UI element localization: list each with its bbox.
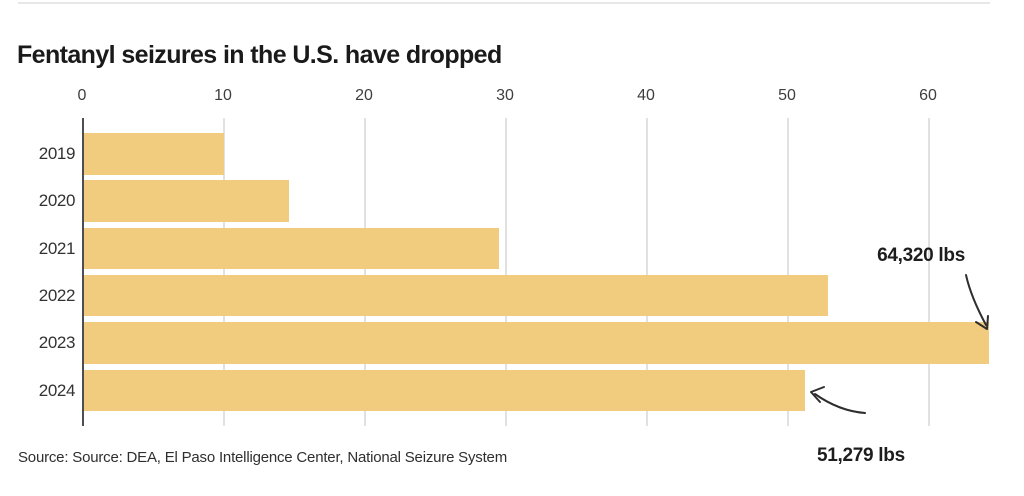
chart-title: Fentanyl seizures in the U.S. have dropp… <box>17 41 502 69</box>
y-label-2023: 2023 <box>38 333 76 353</box>
x-tick-label-50: 50 <box>778 87 796 104</box>
x-tick-label-30: 30 <box>496 87 514 104</box>
gridline-20 <box>364 118 366 426</box>
bar-2019 <box>84 133 225 175</box>
y-label-2024: 2024 <box>38 380 76 400</box>
gridline-60 <box>928 118 930 426</box>
y-label-2019: 2019 <box>38 144 76 163</box>
arrow-to-2024-bar <box>810 386 866 414</box>
x-tick-label-20: 20 <box>355 87 373 104</box>
gridline-10 <box>223 118 225 426</box>
annotation-2023-value: 64,320 lbs <box>877 245 965 266</box>
x-tick-label-40: 40 <box>637 87 655 104</box>
y-label-2022: 2022 <box>38 285 76 305</box>
y-label-2021: 2021 <box>38 238 76 258</box>
gridline-50 <box>787 118 789 426</box>
x-tick-label-0: 0 <box>77 87 87 104</box>
bar-2020 <box>84 180 290 222</box>
top-rule <box>18 2 990 4</box>
y-label-2020: 2020 <box>38 191 76 211</box>
bar-2021 <box>84 227 500 270</box>
gridline-30 <box>505 118 507 426</box>
annotation-2024-value: 51,279 lbs <box>817 445 905 466</box>
bar-2023 <box>84 322 989 364</box>
arrow-to-2023-bar <box>965 274 989 330</box>
x-tick-label-60: 60 <box>919 87 937 104</box>
zero-axis-line <box>81 118 84 426</box>
source-note: Source: Source: DEA, El Paso Intelligenc… <box>18 449 507 466</box>
bar-2022 <box>84 274 828 317</box>
gridline-40 <box>646 118 648 426</box>
bar-2024 <box>84 369 805 411</box>
x-tick-label-10: 10 <box>214 87 232 104</box>
